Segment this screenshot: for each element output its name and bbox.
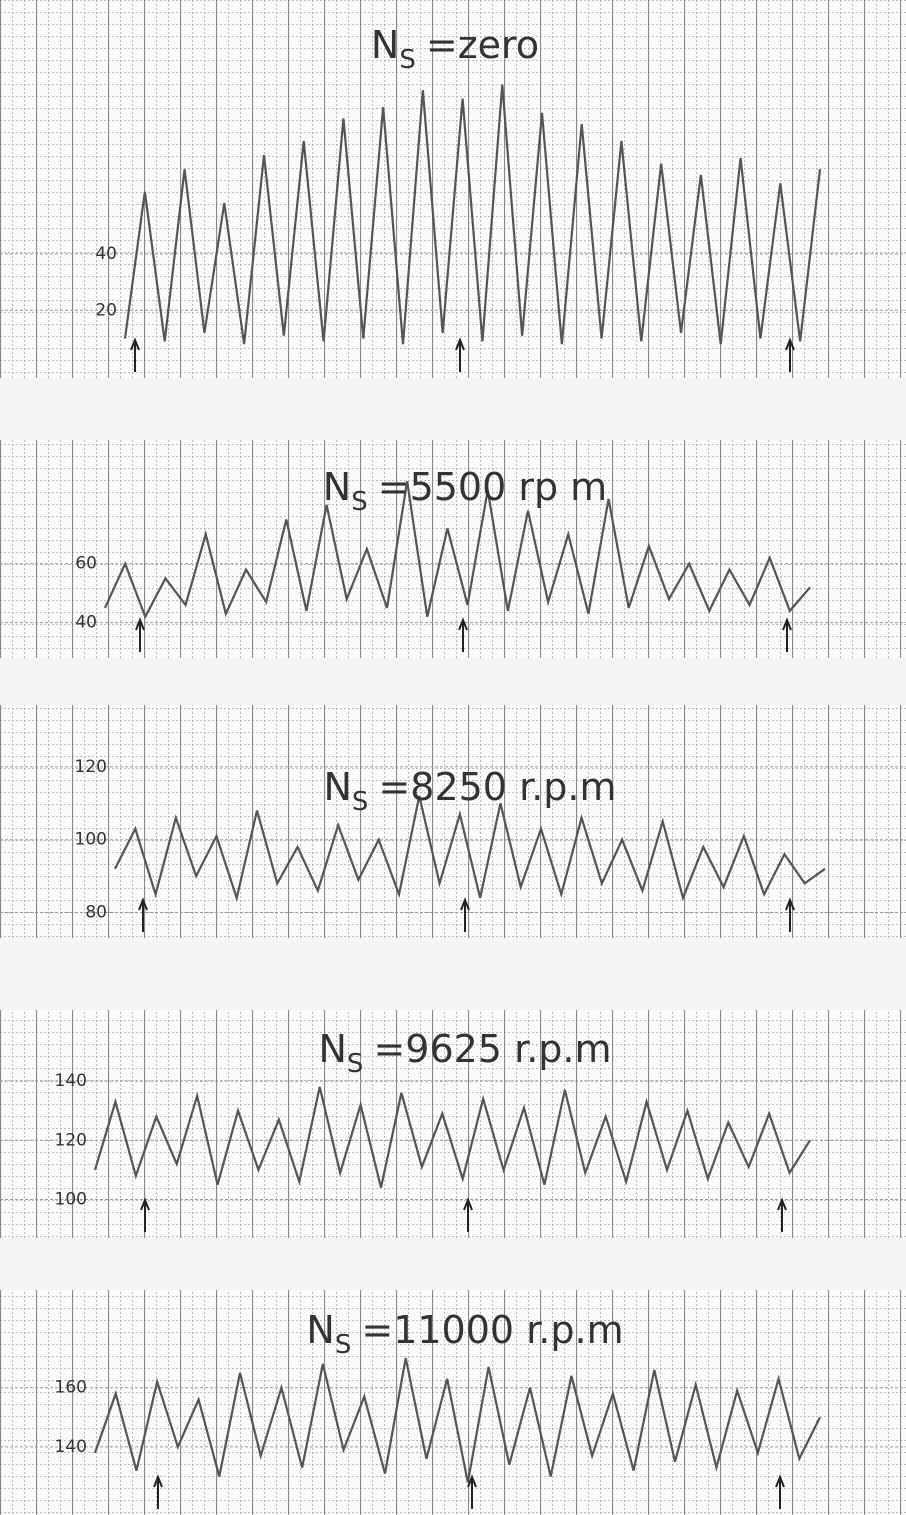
title-symbol: N	[371, 23, 399, 67]
marker-arrow	[460, 897, 470, 932]
marker-arrow	[777, 1197, 787, 1232]
title-subscript: S	[351, 487, 368, 517]
y-tick-label: 60	[75, 554, 97, 574]
title-symbol: N	[323, 765, 351, 809]
y-tick-label: 140	[55, 1071, 87, 1091]
y-tick-label: 40	[75, 613, 97, 633]
panel-title: NS =zero	[371, 23, 539, 75]
marker-arrow	[782, 617, 792, 652]
title-value: =8250 r.p.m	[378, 765, 616, 809]
trace	[114, 795, 826, 903]
marker-arrow	[785, 897, 795, 932]
marker-arrow	[138, 897, 148, 932]
marker-arrow	[130, 337, 140, 372]
panel: 20 40 NS =zero	[0, 0, 906, 378]
panel: 140 160 NS =11000 r.p.m	[0, 1290, 906, 1515]
title-value: =11000 r.p.m	[361, 1308, 623, 1352]
y-tick-label: 20	[95, 300, 117, 320]
panel: 40 60 NS =5500 rp m	[0, 440, 906, 658]
panel: 80 100 120 NS =8250 r.p.m	[0, 705, 906, 938]
title-subscript: S	[352, 787, 369, 817]
y-tick-label: 40	[95, 244, 117, 264]
title-value: =9625 r.p.m	[373, 1027, 611, 1071]
paper-major	[0, 1290, 906, 1515]
panel-title: NS =8250 r.p.m	[323, 765, 616, 817]
title-subscript: S	[347, 1049, 364, 1079]
y-tick-label: 100	[55, 1190, 87, 1210]
title-symbol: N	[318, 1027, 346, 1071]
title-subscript: S	[335, 1330, 352, 1360]
panel-title: NS =5500 rp m	[323, 465, 607, 517]
y-tick-label: 140	[55, 1437, 87, 1457]
marker-arrow	[785, 337, 795, 372]
trace	[93, 1357, 821, 1483]
paper-major	[0, 0, 906, 378]
y-tick-label: 100	[75, 830, 107, 850]
y-tick-label: 120	[75, 757, 107, 777]
marker-arrow	[135, 617, 145, 652]
y-tick-label: 80	[85, 903, 107, 923]
title-subscript: S	[399, 45, 416, 75]
marker-arrow	[455, 337, 465, 372]
panel-title: NS =9625 r.p.m	[318, 1027, 611, 1079]
marker-arrow	[458, 617, 468, 652]
marker-arrow	[463, 1197, 473, 1232]
trace	[93, 1086, 811, 1188]
y-tick-label: 160	[55, 1378, 87, 1398]
marker-arrow	[467, 1474, 477, 1509]
y-tick-label: 120	[55, 1130, 87, 1150]
title-symbol: N	[306, 1308, 334, 1352]
title-symbol: N	[323, 465, 351, 509]
marker-arrow	[140, 1197, 150, 1232]
title-value: =zero	[426, 23, 539, 67]
marker-arrow	[775, 1474, 785, 1509]
panel: 100 120 140 NS =9625 r.p.m	[0, 1010, 906, 1238]
paper-major	[0, 705, 906, 938]
marker-arrow	[153, 1474, 163, 1509]
trace	[103, 481, 811, 620]
title-value: =5500 rp m	[378, 465, 607, 509]
trace	[123, 84, 822, 345]
panel-title: NS =11000 r.p.m	[306, 1308, 623, 1360]
